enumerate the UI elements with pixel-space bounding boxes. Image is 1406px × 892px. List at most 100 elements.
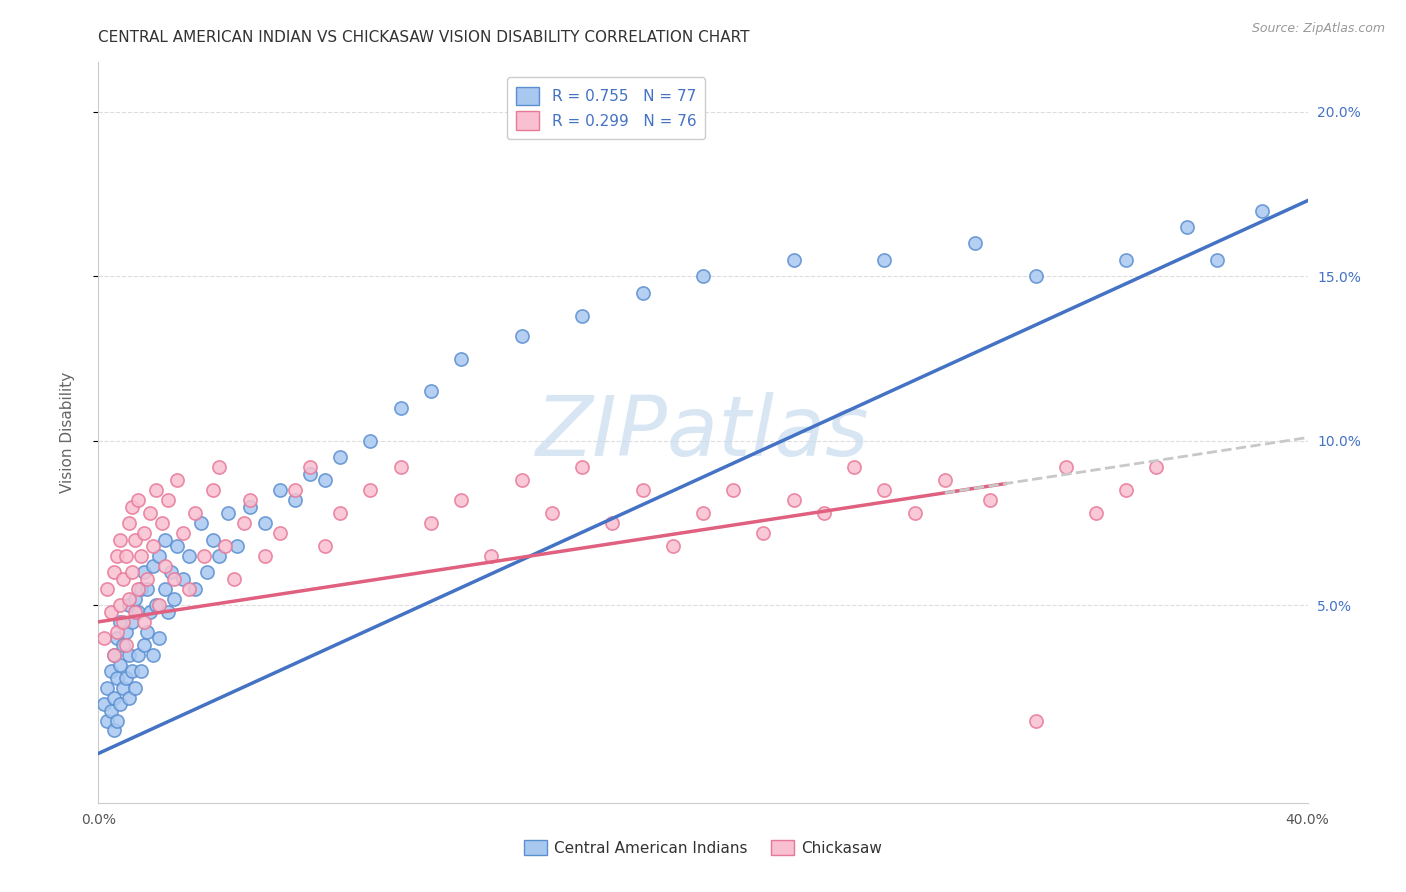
Point [360,483,382,498]
Point [510,473,533,487]
Point [111,572,134,586]
Point [124,533,146,547]
Point [934,473,956,487]
Point [1175,219,1198,234]
Point [100,664,122,678]
Point [752,526,775,541]
Point [179,549,201,563]
Point [904,506,927,520]
Point [389,460,412,475]
Point [214,539,236,553]
Point [139,605,162,619]
Point [105,714,128,728]
Point [105,671,128,685]
Point [96,681,118,695]
Point [1024,269,1046,284]
Point [114,671,136,685]
Point [510,328,533,343]
Point [166,539,188,553]
Point [142,539,165,553]
Point [142,558,165,573]
Point [269,483,291,498]
Point [873,483,896,498]
Point [360,434,382,448]
Legend: Central American Indians, Chickasaw: Central American Indians, Chickasaw [517,834,889,862]
Point [661,539,683,553]
Point [481,549,503,563]
Point [142,648,165,662]
Point [202,483,225,498]
Point [124,681,146,695]
Point [135,624,157,639]
Point [299,460,322,475]
Point [284,493,307,508]
Point [156,493,179,508]
Point [118,591,141,606]
Point [692,506,714,520]
Point [105,624,128,639]
Point [129,582,152,596]
Point [127,605,149,619]
Point [121,566,143,580]
Point [153,533,176,547]
Point [121,500,143,514]
Point [103,566,125,580]
Point [124,605,146,619]
Point [224,572,246,586]
Point [314,539,336,553]
Point [100,704,122,718]
Point [139,506,162,520]
Point [1024,714,1046,728]
Point [96,582,118,596]
Point [127,648,149,662]
Point [692,269,714,284]
Point [208,460,231,475]
Point [269,526,291,541]
Point [844,460,866,475]
Point [1054,460,1077,475]
Point [114,624,136,639]
Point [571,309,593,323]
Point [132,615,155,629]
Point [135,572,157,586]
Point [145,483,167,498]
Point [602,516,624,530]
Point [103,690,125,705]
Point [783,252,806,267]
Point [96,714,118,728]
Point [148,632,170,646]
Point [108,657,131,672]
Point [226,539,249,553]
Point [1251,203,1274,218]
Point [631,285,654,300]
Point [124,591,146,606]
Point [1144,460,1167,475]
Point [783,493,806,508]
Point [148,549,170,563]
Point [184,582,207,596]
Point [129,549,152,563]
Point [127,582,149,596]
Point [118,648,141,662]
Point [108,533,131,547]
Point [111,638,134,652]
Point [239,500,262,514]
Point [105,632,128,646]
Point [163,572,186,586]
Point [156,605,179,619]
Point [114,549,136,563]
Point [108,697,131,711]
Point [108,615,131,629]
Point [813,506,835,520]
Point [103,723,125,738]
Point [239,493,262,508]
Point [979,493,1001,508]
Point [153,582,176,596]
Point [631,483,654,498]
Point [118,599,141,613]
Point [420,516,443,530]
Point [145,599,167,613]
Point [184,506,207,520]
Point [148,599,170,613]
Point [208,549,231,563]
